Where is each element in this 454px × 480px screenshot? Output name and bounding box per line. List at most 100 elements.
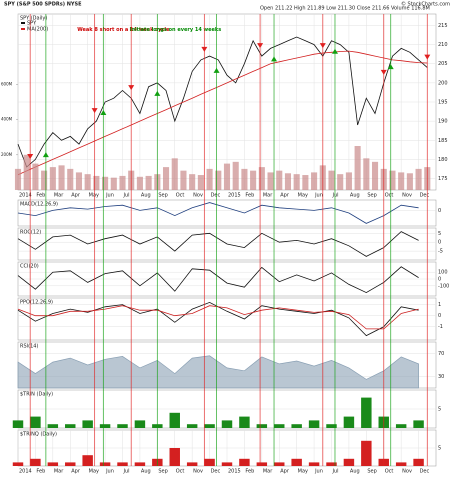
x-tick-label: Apr — [280, 193, 290, 199]
bar — [134, 420, 146, 428]
bar — [239, 416, 250, 428]
y-tick-label: 70 — [438, 351, 444, 357]
volume-bar — [189, 174, 196, 190]
x-tick-label: 2015 — [228, 469, 241, 475]
bar — [30, 416, 41, 428]
x-tick-label: Oct — [176, 469, 185, 475]
y2-tick-label: 600M — [1, 81, 13, 86]
cycle-arrow — [201, 46, 208, 52]
bar — [221, 420, 233, 428]
y-tick-label: 175 — [438, 176, 448, 182]
y2-tick-label: 200M — [1, 152, 13, 157]
volume-bar — [49, 167, 56, 190]
cycle-arrow — [42, 152, 49, 158]
bar — [65, 424, 76, 428]
volume-bar — [311, 172, 318, 190]
x-tick-label: Mar — [54, 469, 64, 475]
x-tick-label: Aug — [141, 469, 151, 475]
bar — [239, 458, 250, 466]
bar — [308, 462, 320, 466]
bar — [204, 458, 215, 466]
volume-bar — [250, 170, 257, 190]
x-tick-label: 2014 — [19, 193, 32, 199]
volume-bar — [162, 167, 170, 190]
x-tick-label: Jun — [314, 469, 323, 475]
y-tick-label: 5 — [438, 231, 441, 237]
volume-bar — [354, 146, 361, 190]
line — [17, 266, 419, 294]
y-tick-label: 210 — [438, 42, 448, 48]
line — [17, 36, 428, 168]
volume-bar — [32, 163, 39, 190]
y-tick-label: 0 — [438, 313, 441, 319]
bar — [82, 420, 93, 428]
volume-bar — [41, 170, 48, 190]
cycle-arrow — [100, 110, 107, 115]
y-tick-label: 0 — [438, 208, 441, 214]
bar — [12, 462, 24, 466]
y-tick-label: 200 — [438, 80, 448, 86]
bar — [326, 424, 337, 428]
bar — [221, 462, 233, 466]
volume-bar — [136, 176, 143, 190]
x-tick-label: Feb — [36, 469, 45, 475]
volume-bar — [171, 158, 178, 190]
volume-bar — [215, 170, 222, 190]
bar — [99, 462, 111, 466]
y-tick-label: -1 — [438, 324, 443, 330]
panel-frame — [17, 199, 437, 227]
panel-title: SPY (Daily) — [20, 16, 47, 22]
annotation: Initiate longs on every 14 weeks — [129, 27, 221, 33]
bar — [30, 458, 41, 466]
volume-bar — [398, 172, 405, 190]
legend-swatch — [21, 28, 25, 30]
bar — [47, 462, 59, 466]
panel-title: $TRIN (Daily) — [20, 392, 53, 398]
bar — [256, 462, 268, 466]
y-tick-label: 0 — [438, 240, 441, 246]
x-tick-label: Sep — [158, 469, 167, 475]
volume-bar — [93, 175, 100, 190]
volume-bar — [389, 170, 396, 190]
x-tick-label: Nov — [402, 469, 412, 475]
x-tick-label: Nov — [193, 469, 203, 475]
volume-bar — [267, 172, 274, 190]
volume-bar — [302, 175, 309, 190]
panel-title: PPO(12,26,9) — [20, 300, 53, 306]
panel-title: $TRINQ (Daily) — [20, 432, 57, 438]
volume-bar — [145, 175, 152, 190]
bar — [12, 420, 24, 428]
volume-bar — [84, 174, 91, 190]
x-tick-label: 2014 — [19, 469, 32, 475]
x-tick-label: Nov — [193, 193, 203, 199]
bar — [413, 458, 424, 466]
x-tick-label: Aug — [350, 469, 360, 475]
x-tick-label: May — [298, 193, 308, 199]
bar — [82, 455, 93, 466]
volume-bar — [180, 170, 187, 190]
y-tick-label: 180 — [438, 157, 448, 163]
x-tick-label: May — [89, 193, 99, 199]
bar — [186, 424, 198, 428]
bar — [186, 462, 198, 466]
volume-bar — [337, 174, 344, 190]
volume-bar — [371, 161, 379, 190]
y-tick-label: 195 — [438, 100, 448, 106]
y-tick-label: 205 — [438, 61, 448, 67]
volume-bar — [363, 158, 370, 190]
bar — [395, 462, 407, 466]
cycle-arrow — [387, 64, 394, 70]
volume-bar — [67, 168, 74, 190]
x-tick-label: Apr — [71, 469, 81, 475]
bar — [204, 424, 215, 428]
cycle-arrow — [213, 67, 220, 73]
x-tick-label: Dec — [420, 469, 430, 475]
x-tick-label: May — [89, 469, 99, 475]
panel-title: MACD(12,26,9) — [20, 202, 58, 208]
x-tick-label: Apr — [71, 193, 81, 199]
line — [17, 305, 419, 330]
legend-label: SPY — [27, 21, 37, 27]
y-tick-label: 215 — [438, 23, 448, 29]
volume-bar — [223, 163, 231, 190]
